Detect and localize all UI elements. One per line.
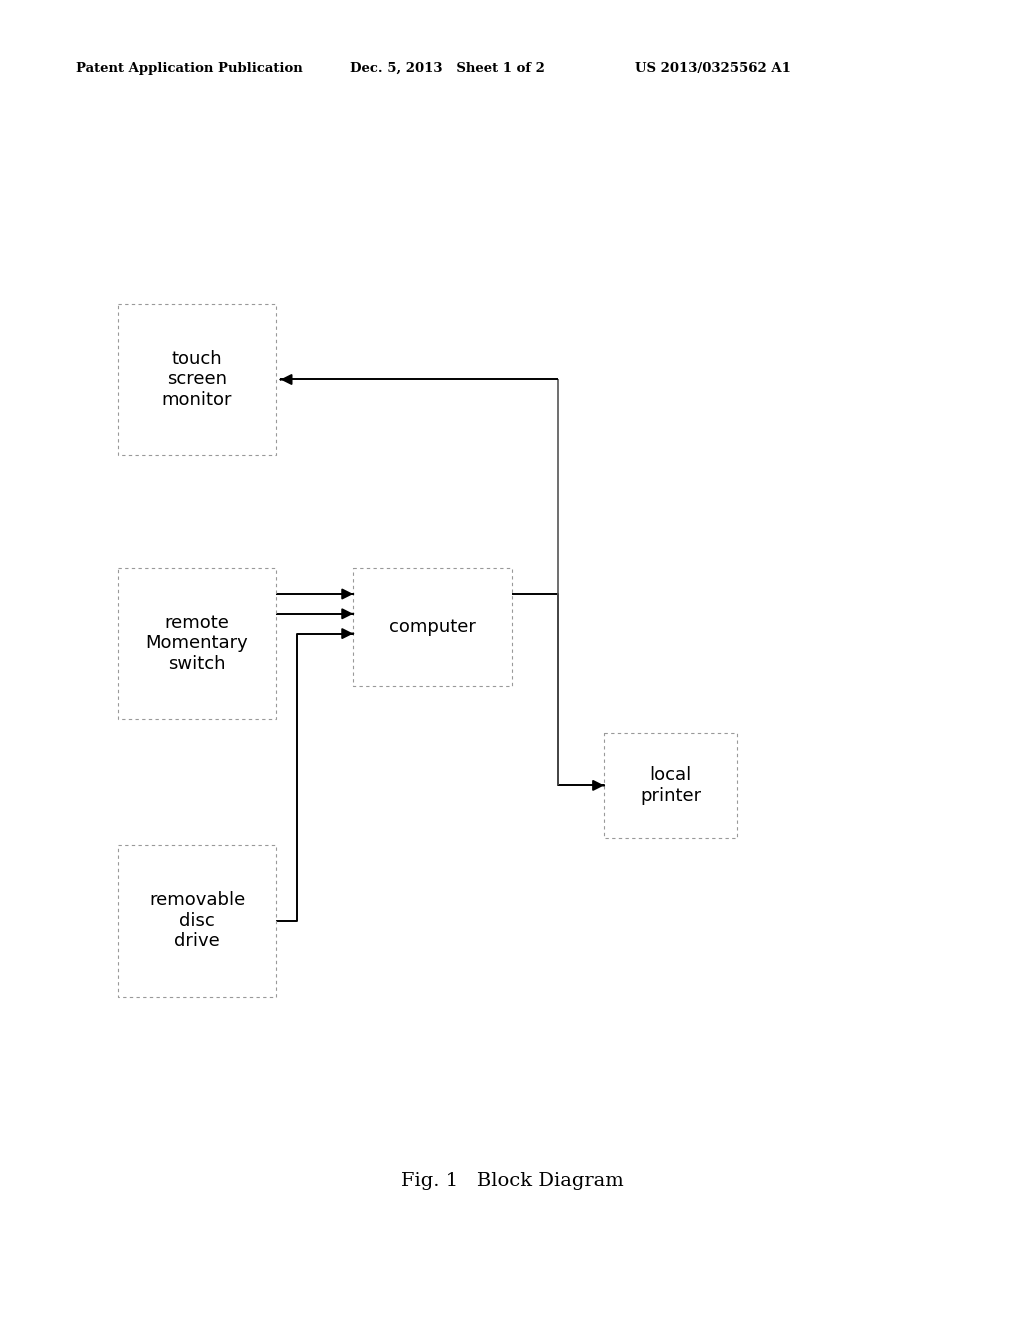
Text: local
printer: local printer [640, 766, 701, 805]
Text: Dec. 5, 2013   Sheet 1 of 2: Dec. 5, 2013 Sheet 1 of 2 [350, 62, 545, 75]
Text: touch
screen
monitor: touch screen monitor [162, 350, 232, 409]
Text: Patent Application Publication: Patent Application Publication [76, 62, 302, 75]
Text: removable
disc
drive: removable disc drive [150, 891, 245, 950]
Bar [604, 733, 737, 838]
Text: Fig. 1   Block Diagram: Fig. 1 Block Diagram [400, 1172, 624, 1191]
Bar [118, 845, 276, 997]
Text: remote
Momentary
switch: remote Momentary switch [145, 614, 249, 673]
Bar [118, 568, 276, 719]
Text: US 2013/0325562 A1: US 2013/0325562 A1 [635, 62, 791, 75]
Bar [353, 568, 512, 686]
Text: computer: computer [389, 618, 476, 636]
Bar [118, 304, 276, 455]
